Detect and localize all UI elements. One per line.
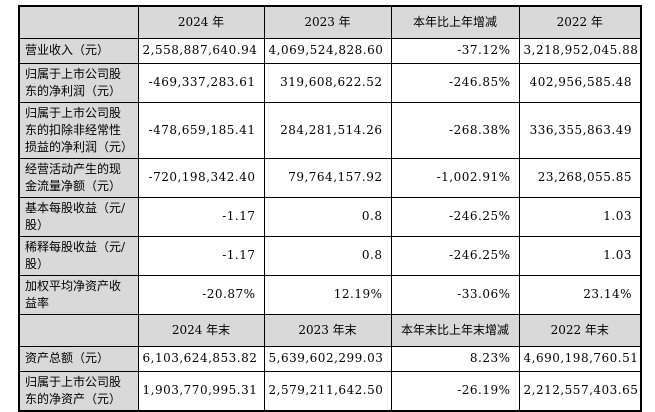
cell-value: 2,558,887,640.94 [137, 37, 265, 64]
cell-value: -268.38% [390, 101, 520, 159]
row-label: 归属于上市公司股东的净资产（元） [18, 370, 139, 411]
table-row-net-profit: 归属于上市公司股东的净利润（元） -469,337,283.61 319,608… [18, 62, 642, 103]
header-empty-cell [18, 5, 139, 39]
cell-value: 6,103,624,853.82 [137, 345, 265, 372]
cell-value: -1.17 [137, 196, 265, 237]
cell-value: 79,764,157.92 [263, 157, 392, 198]
table-row-net-assets: 归属于上市公司股东的净资产（元） 1,903,770,995.31 2,579,… [18, 370, 642, 411]
header-2023-yearend: 2023 年末 [263, 313, 392, 347]
header-2022-yearend: 2022 年末 [518, 313, 642, 347]
cell-value: -37.12% [390, 37, 520, 64]
row-label: 归属于上市公司股东的净利润（元） [18, 62, 139, 103]
row-label: 基本每股收益（元/股） [18, 196, 139, 237]
cell-value: 319,608,622.52 [263, 62, 392, 103]
cell-value: -246.85% [390, 62, 520, 103]
header-2023: 2023 年 [263, 5, 392, 39]
cell-value: 3,218,952,045.88 [518, 37, 642, 64]
key-financial-data-table: 2024 年 2023 年 本年比上年增减 2022 年 营业收入（元） 2,5… [18, 5, 642, 412]
cell-value: -478,659,185.41 [137, 101, 265, 159]
cell-value: 336,355,863.49 [518, 101, 642, 159]
cell-value: 2,212,557,403.65 [518, 370, 642, 411]
yearend-period-header-row: 2024 年末 2023 年末 本年末比上年末增减 2022 年末 [18, 313, 642, 347]
table-row-revenue: 营业收入（元） 2,558,887,640.94 4,069,524,828.6… [18, 37, 642, 64]
cell-value: -720,198,342.40 [137, 157, 265, 198]
cell-value: -1.17 [137, 235, 265, 276]
table-row-weighted-avg-roe: 加权平均净资产收益率 -20.87% 12.19% -33.06% 23.14% [18, 274, 642, 315]
cell-value: 5,639,602,299.03 [263, 345, 392, 372]
cell-value: 4,690,198,760.51 [518, 345, 642, 372]
row-label: 加权平均净资产收益率 [18, 274, 139, 315]
cell-value: 402,956,585.48 [518, 62, 642, 103]
row-label: 归属于上市公司股东的扣除非经常性损益的净利润（元） [18, 101, 139, 159]
row-label: 资产总额（元） [18, 345, 139, 372]
cell-value: 0.8 [263, 235, 392, 276]
cell-value: -33.06% [390, 274, 520, 315]
header-empty-cell [18, 313, 139, 347]
cell-value: 12.19% [263, 274, 392, 315]
cell-value: 2,579,211,642.50 [263, 370, 392, 411]
cell-value: -246.25% [390, 196, 520, 237]
cell-value: 4,069,524,828.60 [263, 37, 392, 64]
row-label: 经营活动产生的现金流量净额（元） [18, 157, 139, 198]
row-label: 稀释每股收益（元/股） [18, 235, 139, 276]
cell-value: -26.19% [390, 370, 520, 411]
cell-value: 0.8 [263, 196, 392, 237]
cell-value: 1,903,770,995.31 [137, 370, 265, 411]
cell-value: 284,281,514.26 [263, 101, 392, 159]
table-row-operating-cash-flow: 经营活动产生的现金流量净额（元） -720,198,342.40 79,764,… [18, 157, 642, 198]
cell-value: -20.87% [137, 274, 265, 315]
annual-period-header-row: 2024 年 2023 年 本年比上年增减 2022 年 [18, 5, 642, 39]
cell-value: 1.03 [518, 196, 642, 237]
table-row-total-assets: 资产总额（元） 6,103,624,853.82 5,639,602,299.0… [18, 345, 642, 372]
cell-value: 8.23% [390, 345, 520, 372]
cell-value: -1,002.91% [390, 157, 520, 198]
header-yoy-change: 本年比上年增减 [390, 5, 520, 39]
header-2024: 2024 年 [137, 5, 265, 39]
cell-value: -246.25% [390, 235, 520, 276]
cell-value: -469,337,283.61 [137, 62, 265, 103]
table-row-net-profit-excl-nonrecurring: 归属于上市公司股东的扣除非经常性损益的净利润（元） -478,659,185.4… [18, 101, 642, 159]
row-label: 营业收入（元） [18, 37, 139, 64]
table-row-diluted-eps: 稀释每股收益（元/股） -1.17 0.8 -246.25% 1.03 [18, 235, 642, 276]
cell-value: 1.03 [518, 235, 642, 276]
cell-value: 23.14% [518, 274, 642, 315]
cell-value: 23,268,055.85 [518, 157, 642, 198]
header-yearend-change: 本年末比上年末增减 [390, 313, 520, 347]
header-2022: 2022 年 [518, 5, 642, 39]
table-row-basic-eps: 基本每股收益（元/股） -1.17 0.8 -246.25% 1.03 [18, 196, 642, 237]
header-2024-yearend: 2024 年末 [137, 313, 265, 347]
